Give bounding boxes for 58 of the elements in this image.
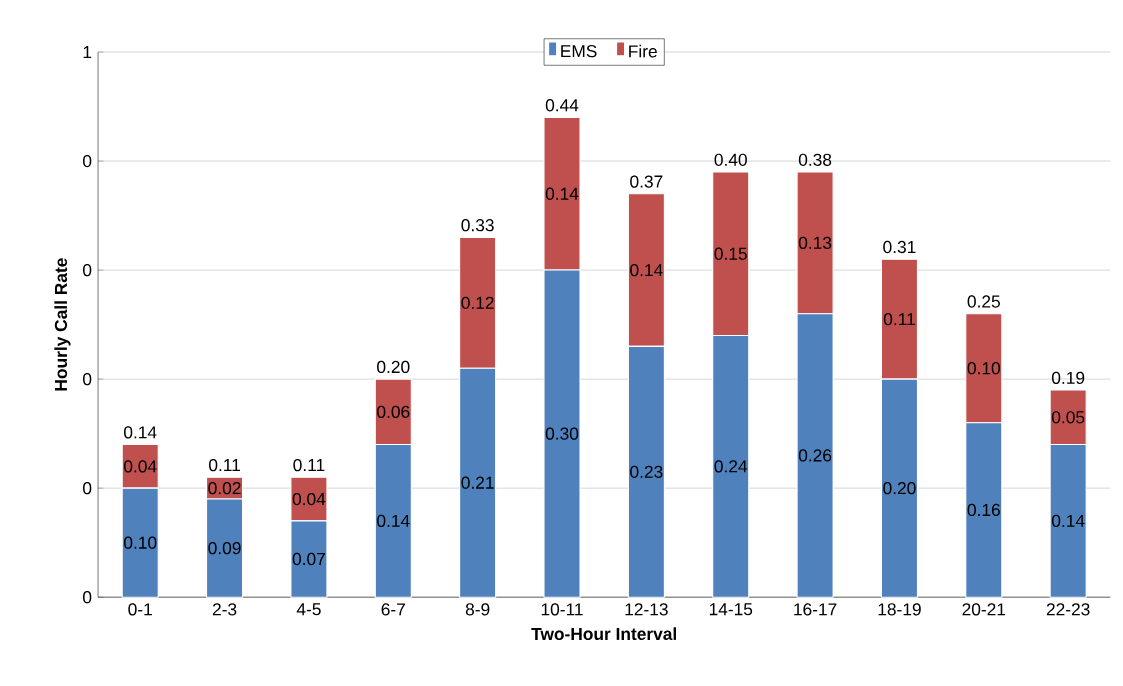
data-label: 0.14	[1051, 514, 1085, 527]
data-label: 0.13	[798, 236, 832, 249]
data-label: 0.30	[545, 427, 579, 440]
data-label: 0.14	[630, 263, 663, 277]
data-label: 0.02	[208, 481, 241, 495]
total-label: 0.31	[883, 240, 916, 254]
x-tick-label: 14-15	[709, 603, 753, 616]
data-label: 0.09	[208, 541, 241, 555]
data-label: 0.26	[798, 449, 832, 462]
data-label: 0.04	[292, 492, 326, 506]
x-tick-label: 10-11	[541, 603, 583, 616]
data-label: 0.11	[883, 312, 915, 326]
legend-label: Fire	[629, 44, 657, 58]
total-label: 0.38	[798, 153, 832, 166]
total-label: 0.19	[1051, 371, 1085, 384]
x-tick-label: 22-23	[1046, 603, 1090, 616]
x-tick-label: 2-3	[212, 603, 237, 616]
total-label: 0.20	[377, 360, 410, 373]
total-label: 0.25	[967, 295, 1000, 308]
data-label: 0.23	[630, 465, 663, 478]
data-label: 0.06	[377, 405, 410, 418]
data-label: 0.24	[714, 460, 748, 473]
total-label: 0.37	[630, 175, 663, 188]
x-tick-label: 6-7	[381, 603, 405, 616]
x-tick-label: 16-17	[794, 603, 837, 616]
data-label: 0.10	[967, 361, 1001, 375]
y-tick-label: 0	[83, 263, 92, 277]
total-label: 0.11	[209, 458, 240, 472]
x-tick-label: 20-21	[962, 603, 1006, 616]
x-axis-title: Two-Hour Interval	[531, 627, 677, 640]
y-tick-label: 0	[83, 590, 92, 604]
y-tick-label: 0	[83, 481, 92, 495]
data-label: 0.15	[714, 247, 747, 260]
total-label: 0.44	[545, 99, 579, 112]
data-label: 0.20	[883, 481, 916, 495]
x-tick-label: 4-5	[296, 603, 321, 616]
data-label: 0.14	[377, 514, 410, 527]
data-label: 0.12	[461, 296, 494, 309]
data-label: 0.21	[461, 476, 494, 489]
total-label: 0.14	[124, 426, 157, 439]
x-tick-label: 0-1	[128, 603, 152, 616]
data-label: 0.04	[124, 460, 157, 473]
data-label: 0.14	[545, 187, 579, 200]
data-label: 0.10	[124, 536, 157, 549]
total-label: 0.11	[293, 458, 325, 472]
y-tick-label: 0	[83, 372, 92, 386]
y-tick-label: 0	[83, 154, 92, 168]
data-label: 0.07	[292, 552, 325, 566]
y-axis-title: Hourly Call Rate	[54, 258, 71, 391]
x-tick-label: 18-19	[878, 603, 921, 616]
legend-label: EMS	[561, 44, 597, 58]
y-tick-label: 1	[83, 45, 92, 58]
data-label: 0.05	[1051, 411, 1085, 424]
total-label: 0.33	[461, 218, 494, 232]
x-tick-label: 12-13	[625, 603, 668, 616]
x-tick-label: 8-9	[465, 603, 490, 616]
data-label: 0.16	[967, 503, 1000, 516]
total-label: 0.40	[714, 153, 747, 166]
